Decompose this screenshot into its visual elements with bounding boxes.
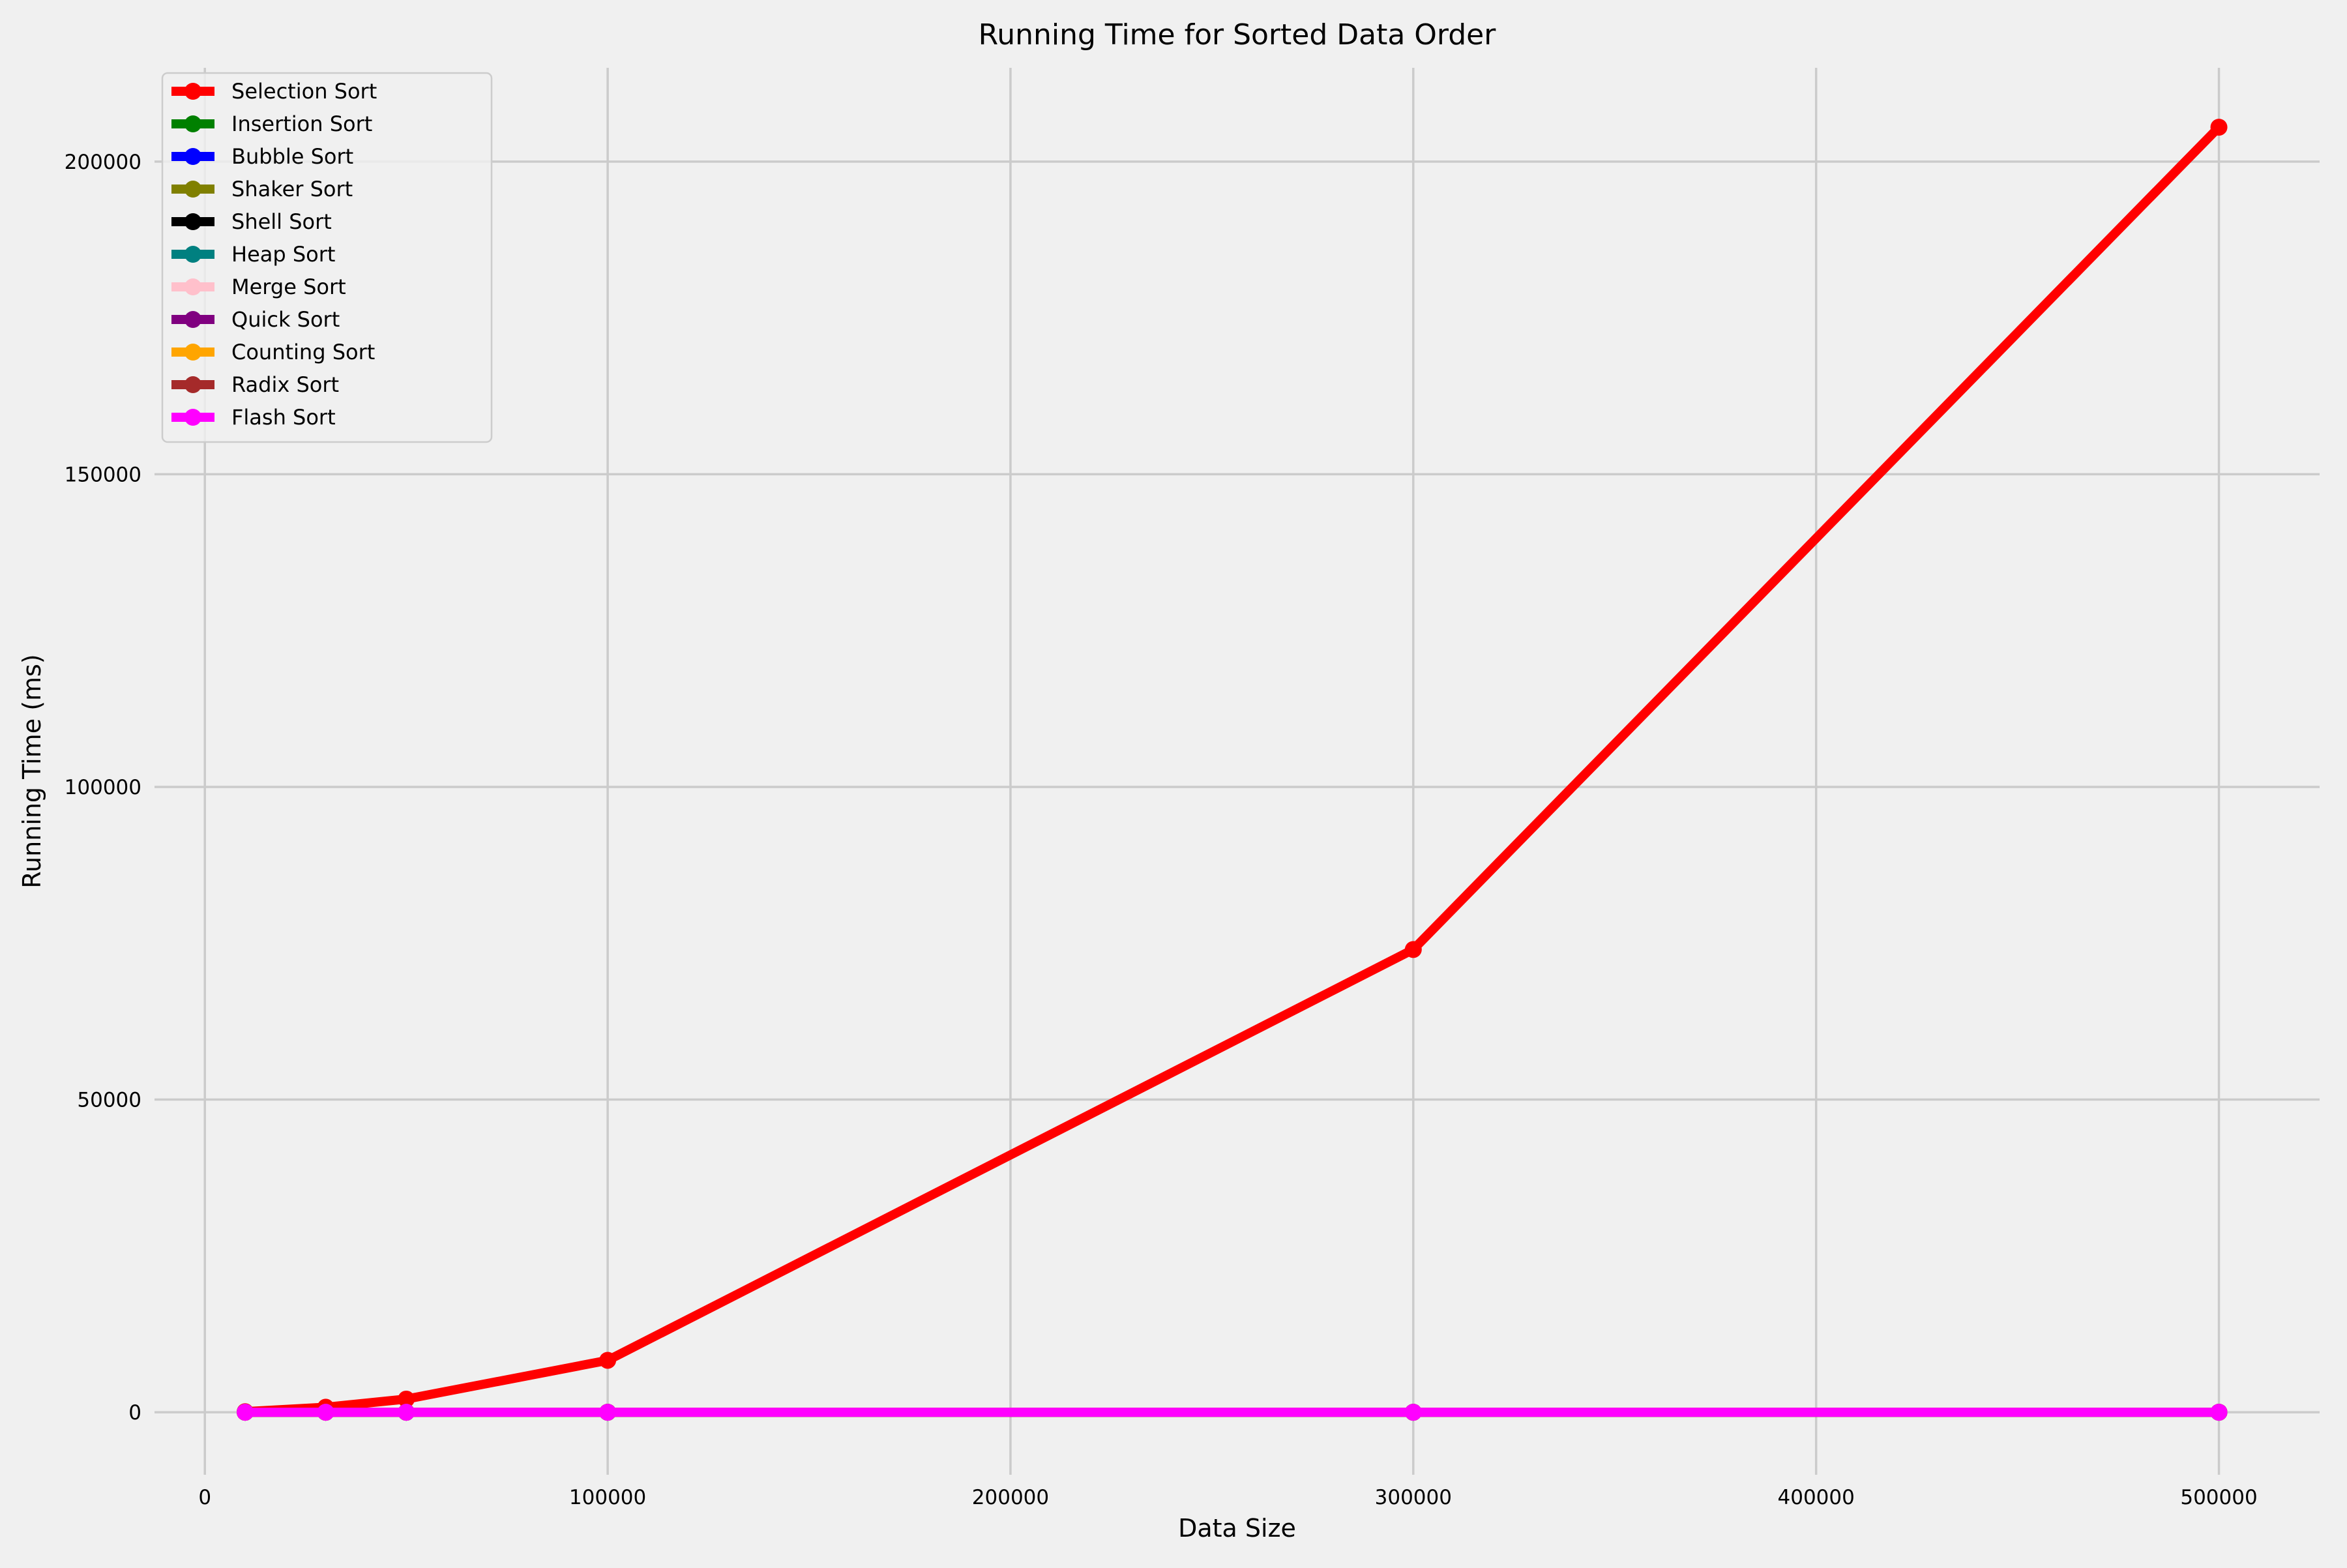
data-point-flash-sort <box>317 1404 334 1421</box>
legend-label: Flash Sort <box>231 405 336 430</box>
legend-label: Merge Sort <box>231 274 346 299</box>
legend-item-quick-sort: Quick Sort <box>171 307 340 332</box>
legend-swatch-marker <box>185 213 201 230</box>
legend-item-shaker-sort: Shaker Sort <box>171 177 353 201</box>
legend-item-insertion-sort: Insertion Sort <box>171 111 372 136</box>
legend-label: Counting Sort <box>231 340 375 364</box>
data-point-flash-sort <box>398 1404 415 1421</box>
plot-area <box>155 68 2320 1475</box>
legend-item-counting-sort: Counting Sort <box>171 340 375 364</box>
data-point-flash-sort <box>1404 1404 1422 1421</box>
legend-swatch-marker <box>185 278 201 295</box>
y-tick-label: 50000 <box>77 1089 141 1112</box>
x-tick-label: 0 <box>198 1486 211 1509</box>
legend-swatch-marker <box>185 311 201 328</box>
y-tick-label: 200000 <box>65 151 141 174</box>
legend-label: Bubble Sort <box>231 144 353 169</box>
legend-item-flash-sort: Flash Sort <box>171 405 336 430</box>
legend-item-selection-sort: Selection Sort <box>171 79 377 104</box>
legend-label: Quick Sort <box>231 307 340 332</box>
legend-label: Insertion Sort <box>231 111 372 136</box>
y-tick-label: 0 <box>128 1401 141 1425</box>
legend-label: Shell Sort <box>231 209 332 234</box>
legend-label: Selection Sort <box>231 79 377 104</box>
legend-label: Heap Sort <box>231 242 335 267</box>
legend-swatch-marker <box>185 409 201 426</box>
chart-title: Running Time for Sorted Data Order <box>979 18 1497 52</box>
x-tick-label: 300000 <box>1375 1486 1452 1509</box>
legend-swatch-marker <box>185 246 201 263</box>
data-point-flash-sort <box>237 1404 254 1421</box>
y-tick-label: 100000 <box>65 776 141 799</box>
series-flash-sort <box>237 1404 2228 1421</box>
legend-item-shell-sort: Shell Sort <box>171 209 332 234</box>
y-tick-label: 150000 <box>65 463 141 486</box>
tick-labels: 0 100000 200000 300000 400000 500000 0 50000 100… <box>65 151 2258 1509</box>
series-layer <box>237 119 2228 1421</box>
x-axis-label: Data Size <box>1178 1514 1296 1543</box>
y-axis-label: Running Time (ms) <box>18 654 46 888</box>
data-point-selection-sort <box>398 1390 415 1408</box>
legend-swatch-marker <box>185 83 201 100</box>
data-point-flash-sort <box>599 1404 617 1421</box>
legend-swatch-marker <box>185 376 201 393</box>
legend-swatch-marker <box>185 181 201 198</box>
data-point-selection-sort <box>1404 941 1422 958</box>
legend-item-radix-sort: Radix Sort <box>171 372 339 397</box>
data-point-flash-sort <box>2210 1404 2228 1421</box>
data-point-selection-sort <box>599 1352 617 1369</box>
legend-item-bubble-sort: Bubble Sort <box>171 144 353 169</box>
legend-label: Shaker Sort <box>231 177 353 201</box>
legend-swatch-marker <box>185 148 201 165</box>
legend-box <box>161 72 493 443</box>
x-tick-label: 200000 <box>972 1486 1049 1509</box>
x-tick-label: 400000 <box>1778 1486 1855 1509</box>
legend-swatch-marker <box>185 115 201 132</box>
legend-item-merge-sort: Merge Sort <box>171 274 346 299</box>
x-tick-label: 500000 <box>2180 1486 2257 1509</box>
legend-label: Radix Sort <box>231 372 339 397</box>
legend-swatch-marker <box>185 344 201 361</box>
legend-item-heap-sort: Heap Sort <box>171 242 335 267</box>
data-point-selection-sort <box>2210 119 2228 136</box>
x-tick-label: 100000 <box>569 1486 646 1509</box>
legend: Selection Sort Insertion Sort Bubble Sort S… <box>161 72 493 443</box>
